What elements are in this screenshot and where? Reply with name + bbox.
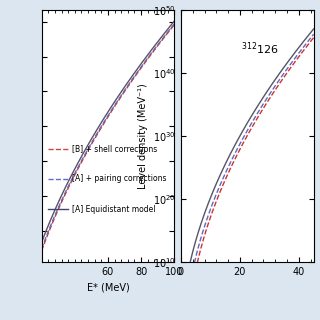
X-axis label: E* (MeV): E* (MeV) xyxy=(87,283,129,293)
Y-axis label: Level density (MeV⁻¹): Level density (MeV⁻¹) xyxy=(138,83,148,189)
Text: [A] + pairing corrections: [A] + pairing corrections xyxy=(72,174,167,183)
Text: [A] Equidistant model: [A] Equidistant model xyxy=(72,205,156,214)
Text: [B] + shell corrections: [B] + shell corrections xyxy=(72,144,157,153)
Text: $^{312}$126: $^{312}$126 xyxy=(241,40,278,57)
